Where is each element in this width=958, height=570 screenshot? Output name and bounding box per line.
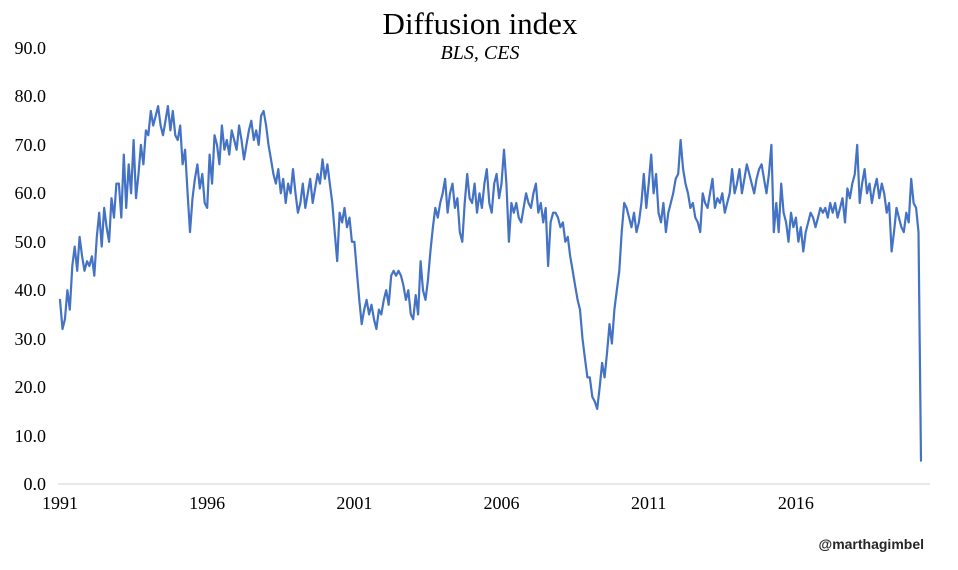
y-axis-tick-label: 60.0 [14, 183, 47, 204]
y-axis-tick-label: 80.0 [14, 86, 47, 107]
chart-title: Diffusion index [382, 6, 578, 41]
x-axis-tick-label: 1996 [189, 493, 226, 513]
y-axis-tick-label: 0.0 [23, 474, 47, 494]
x-axis-tick-label: 2001 [336, 493, 373, 513]
y-axis-tick-label: 70.0 [14, 134, 47, 155]
y-axis-tick-label: 10.0 [14, 425, 47, 446]
x-axis-tick-label: 2006 [483, 493, 520, 513]
y-axis-tick-label: 30.0 [14, 328, 47, 349]
x-axis-tick-label: 1991 [42, 493, 78, 513]
y-axis-tick-label: 90.0 [14, 38, 47, 58]
diffusion-line-series [58, 104, 923, 462]
watermark-credit: @marthagimbel [818, 536, 924, 552]
y-axis-tick-label: 20.0 [14, 377, 47, 398]
y-axis-tick-label: 50.0 [14, 231, 47, 252]
x-axis-tick-label: 2016 [777, 493, 814, 513]
y-axis-tick-label: 40.0 [14, 280, 47, 301]
x-axis-tick-label: 2011 [631, 493, 667, 513]
chart-subtitle: BLS, CES [440, 42, 520, 64]
